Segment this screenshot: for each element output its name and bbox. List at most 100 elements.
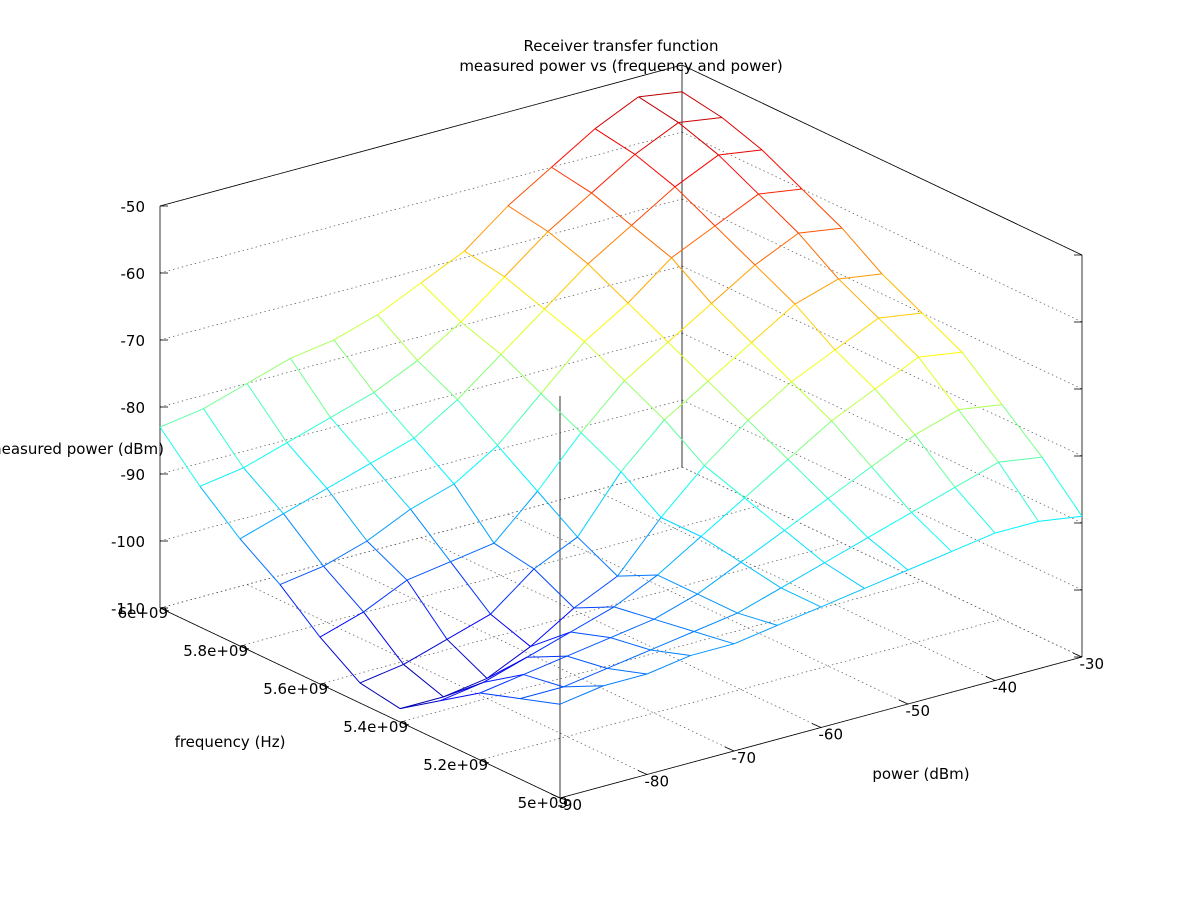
surface-mesh-segment [646, 655, 691, 675]
surface-mesh-segment [678, 122, 719, 156]
wall-grid-line [159, 265, 683, 408]
y-axis-label: power (dBm) [872, 765, 969, 783]
surface-mesh-segment [1041, 456, 1083, 517]
surface-mesh-segment [464, 205, 509, 252]
surface-mesh-segment [580, 380, 625, 433]
surface-mesh-segment [417, 360, 458, 401]
surface-mesh-segment [591, 192, 632, 226]
surface-mesh-segment [363, 579, 408, 613]
surface-mesh-segment [366, 540, 408, 581]
surface-mesh-segment [606, 649, 651, 669]
surface-mesh-segment [827, 498, 869, 538]
wall-grid-line [681, 466, 1083, 658]
top-left-edge [159, 64, 683, 207]
surface-mesh-segment [627, 257, 672, 304]
surface-mesh-segment [714, 225, 756, 266]
z-tick-label: -60 [121, 265, 146, 283]
surface-mesh-segment [634, 122, 679, 155]
surface-mesh-segment [617, 517, 662, 577]
surface-mesh-segment [544, 308, 585, 342]
surface-mesh-segment [620, 471, 662, 518]
surface-mesh-segment [697, 561, 742, 595]
x-tick-mark [159, 607, 170, 612]
surface-mesh-segment [547, 192, 592, 232]
y-tick-mark [724, 746, 735, 752]
surface-mesh-segment [457, 399, 498, 446]
surface-mesh-segment [754, 264, 796, 305]
surface-mesh-segment [831, 420, 872, 467]
surface-mesh-segment [603, 673, 648, 687]
surface-mesh-segment [914, 409, 959, 436]
surface-mesh-segment [820, 587, 865, 608]
surface-mesh-segment [410, 508, 451, 562]
surface-mesh-segment [523, 674, 564, 688]
wall-grid-line [681, 265, 1083, 457]
surface-mesh-segment [497, 393, 542, 446]
surface-mesh-segment [523, 655, 568, 676]
surface-mesh-segment [526, 631, 571, 658]
surface-mesh-segment [570, 606, 615, 633]
surface-mesh-segment [370, 463, 411, 510]
surface-mesh-segment [483, 674, 524, 683]
surface-mesh-segment [867, 537, 909, 571]
surface-mesh-segment [711, 303, 752, 344]
surface-mesh-segment [801, 188, 843, 229]
surface-mesh-segment [594, 128, 636, 155]
surface-mesh-segment [954, 486, 996, 534]
x-tick-label: 5.4e+09 [343, 718, 408, 736]
wall-grid-line [681, 332, 1083, 524]
z-tick-label: -110 [111, 600, 145, 618]
surface-mesh-segment [486, 656, 528, 679]
surface-mesh-segment [631, 186, 676, 226]
surface-mesh-segment [246, 383, 288, 443]
surface-mesh-segment [1001, 404, 1043, 458]
surface-mesh-segment [737, 612, 778, 626]
y-tick-mark [811, 723, 822, 728]
surface-mesh-segment [787, 420, 832, 460]
surface-mesh-segment [573, 606, 615, 609]
surface-mesh-segment [834, 349, 876, 390]
surface-mesh-segment [918, 356, 959, 410]
surface-mesh-segment [911, 512, 952, 552]
floor-grid-line [479, 618, 1003, 761]
surface-mesh-segment [660, 517, 702, 537]
surface-mesh-segment [998, 461, 1039, 522]
surface-mesh-segment [733, 624, 778, 645]
surface-mesh-segment [406, 561, 451, 581]
floor-grid-line [594, 490, 996, 681]
surface-mesh-segment [330, 417, 371, 464]
x-tick-mark [559, 797, 570, 802]
surface-mesh-segment [159, 426, 201, 487]
surface-mesh-segment [838, 278, 879, 319]
surface-mesh-segment [740, 529, 785, 563]
surface-mesh-segment [403, 638, 448, 665]
surface-mesh-segment [239, 538, 281, 585]
surface-mesh-segment [787, 459, 829, 499]
surface-mesh-segment [911, 486, 956, 513]
surface-mesh-segment [507, 166, 552, 207]
surface-mesh-segment [620, 419, 665, 473]
surface-mesh-segment [784, 529, 825, 564]
surface-mesh-segment [660, 465, 705, 518]
surface-mesh-segment [951, 532, 996, 553]
x-tick-label: 6e+09 [118, 604, 168, 622]
surface-mesh-segment [613, 574, 658, 608]
surface-mesh-segment [330, 391, 375, 418]
surface-mesh-segment [794, 278, 839, 305]
surface-mesh-segment [519, 686, 564, 700]
chart-title: Receiver transfer function [524, 37, 719, 55]
surface-mesh-segment [681, 91, 723, 118]
surface-mesh-segment [290, 358, 331, 418]
surface-mesh-segment [918, 351, 963, 358]
surface-mesh-segment [664, 380, 709, 421]
surface-mesh-segment [530, 631, 571, 648]
floor-grid-line [420, 537, 822, 728]
surface-mesh-segment [580, 432, 622, 473]
wall-grid-line [681, 198, 1083, 390]
surface-mesh-segment [563, 667, 608, 688]
surface-mesh-segment [798, 227, 843, 234]
z-tick-label: -90 [121, 466, 146, 484]
surface-mesh-segment [914, 434, 956, 488]
surface-mesh-segment [573, 575, 618, 609]
surface-mesh-segment [446, 638, 488, 679]
